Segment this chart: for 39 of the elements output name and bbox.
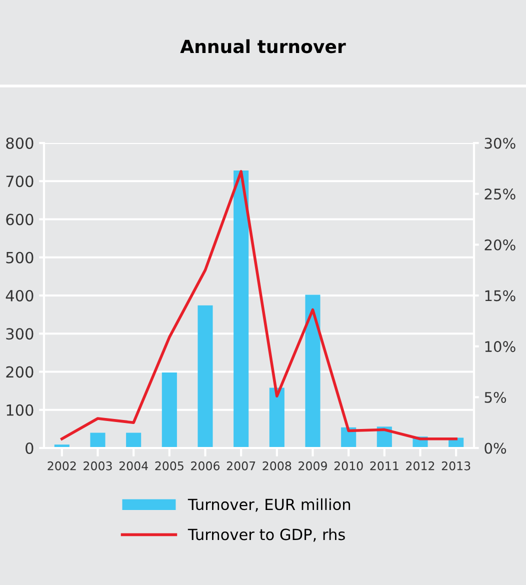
y2-tick-label: 25%: [484, 188, 516, 200]
x-tick-label: 2010: [334, 461, 363, 470]
y-tick-label: 0: [26, 442, 34, 454]
x-tick-label: 2012: [406, 461, 434, 470]
y2-tick-label: 10%: [485, 341, 516, 352]
y2-tick-label: 0%: [484, 442, 506, 454]
y-tick-label: 200: [6, 366, 34, 378]
bar: [269, 388, 284, 448]
y2-tick-label: 15%: [485, 290, 516, 302]
legend-label: Turnover, EUR million: [188, 498, 350, 512]
x-tick-label: 2011: [370, 461, 398, 470]
x-tick-label: 2004: [119, 461, 148, 470]
y-tick-label: 600: [6, 214, 34, 226]
y2-tick-label: 5%: [484, 392, 506, 403]
y-tick-label: 700: [6, 176, 34, 188]
y-tick-label: 400: [6, 290, 34, 302]
bar: [198, 305, 213, 448]
y-tick-label: 500: [6, 252, 34, 264]
y-tick-label: 300: [6, 328, 34, 340]
y2-tick-label: 30%: [484, 138, 516, 149]
x-tick-label: 2002: [48, 461, 76, 470]
y-tick-label: 800: [6, 137, 34, 150]
x-tick-label: 2008: [262, 461, 292, 470]
chart-title: Annual turnover: [180, 39, 346, 54]
x-tick-label: 2003: [84, 461, 112, 470]
y-tick-label: 100: [6, 404, 34, 416]
x-tick-label: 2005: [155, 461, 184, 470]
x-tick-label: 2007: [226, 461, 256, 470]
legend-label: Turnover to GDP, rhs: [188, 528, 345, 542]
y2-tick-label: 20%: [484, 239, 516, 250]
bar: [234, 170, 249, 448]
line-series: [60, 170, 458, 440]
x-tick-label: 2013: [442, 461, 470, 470]
bar: [305, 294, 320, 448]
bar: [90, 432, 106, 448]
bar: [126, 432, 142, 448]
bar: [162, 372, 177, 448]
x-tick-label: 2009: [298, 461, 327, 470]
x-tick-label: 2006: [191, 461, 220, 470]
